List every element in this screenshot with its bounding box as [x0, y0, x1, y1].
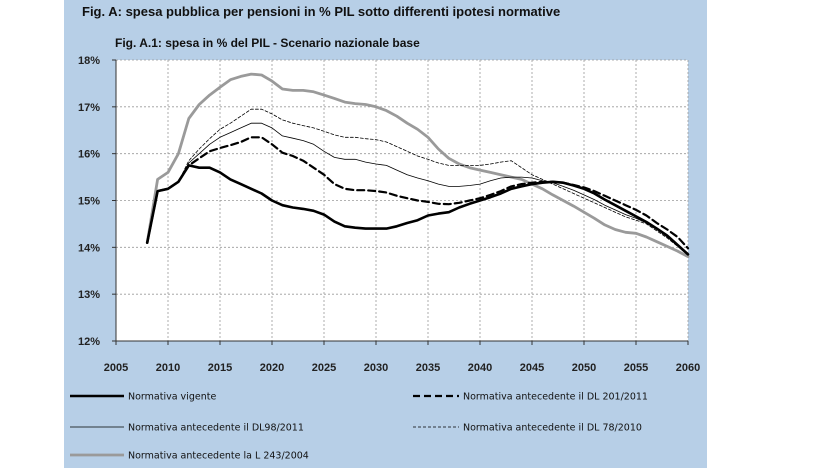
x-tick-label: 2005: [104, 362, 128, 374]
y-tick-label: 13%: [78, 289, 100, 301]
x-tick-label: 2015: [208, 362, 232, 374]
x-tick-label: 2045: [520, 362, 544, 374]
y-tick-label: 16%: [78, 149, 100, 161]
series-line-3: [146, 108, 689, 255]
legend-label: Normativa antecedente il DL 78/2010: [463, 423, 642, 434]
x-tick-label: 2025: [312, 362, 336, 374]
series-line-1: [146, 136, 690, 250]
series-lines: [145, 72, 690, 259]
x-tick-label: 2050: [572, 362, 596, 374]
y-tick-label: 15%: [78, 196, 100, 208]
axes: [112, 59, 689, 345]
legend-label: Normativa vigente: [128, 392, 216, 403]
y-tick-label: 14%: [78, 242, 100, 254]
y-tick-label: 18%: [78, 55, 100, 67]
legend-label: Normativa antecedente il DL 201/2011: [463, 392, 648, 403]
y-tick-label: 12%: [78, 336, 100, 348]
legend: Normativa vigente Normativa antecedente i…: [70, 392, 648, 462]
x-tick-label: 2010: [156, 362, 180, 374]
x-tick-label: 2040: [468, 362, 492, 374]
series-line-4: [145, 72, 690, 259]
x-tick-label: 2035: [416, 362, 440, 374]
series-line-0: [145, 164, 690, 256]
series-line-2: [146, 122, 689, 255]
y-tick-label: 17%: [78, 102, 100, 114]
legend-label: Normativa antecedente il DL98/2011: [128, 423, 304, 434]
tick-labels: 12% 13% 14% 15% 16% 17% 18% 2005 2010 2015 2020 202…: [78, 55, 700, 374]
x-tick-label: 2055: [624, 362, 648, 374]
chart-title: Fig. A.1: spesa in % del PIL - Scenario …: [115, 36, 420, 50]
gridlines: [116, 59, 689, 341]
x-tick-label: 2030: [364, 362, 388, 374]
figure-title: Fig. A: spesa pubblica per pensioni in %…: [82, 4, 561, 19]
legend-label: Normativa antecedente la L 243/2004: [128, 451, 309, 462]
x-tick-label: 2060: [676, 362, 700, 374]
x-tick-label: 2020: [260, 362, 284, 374]
